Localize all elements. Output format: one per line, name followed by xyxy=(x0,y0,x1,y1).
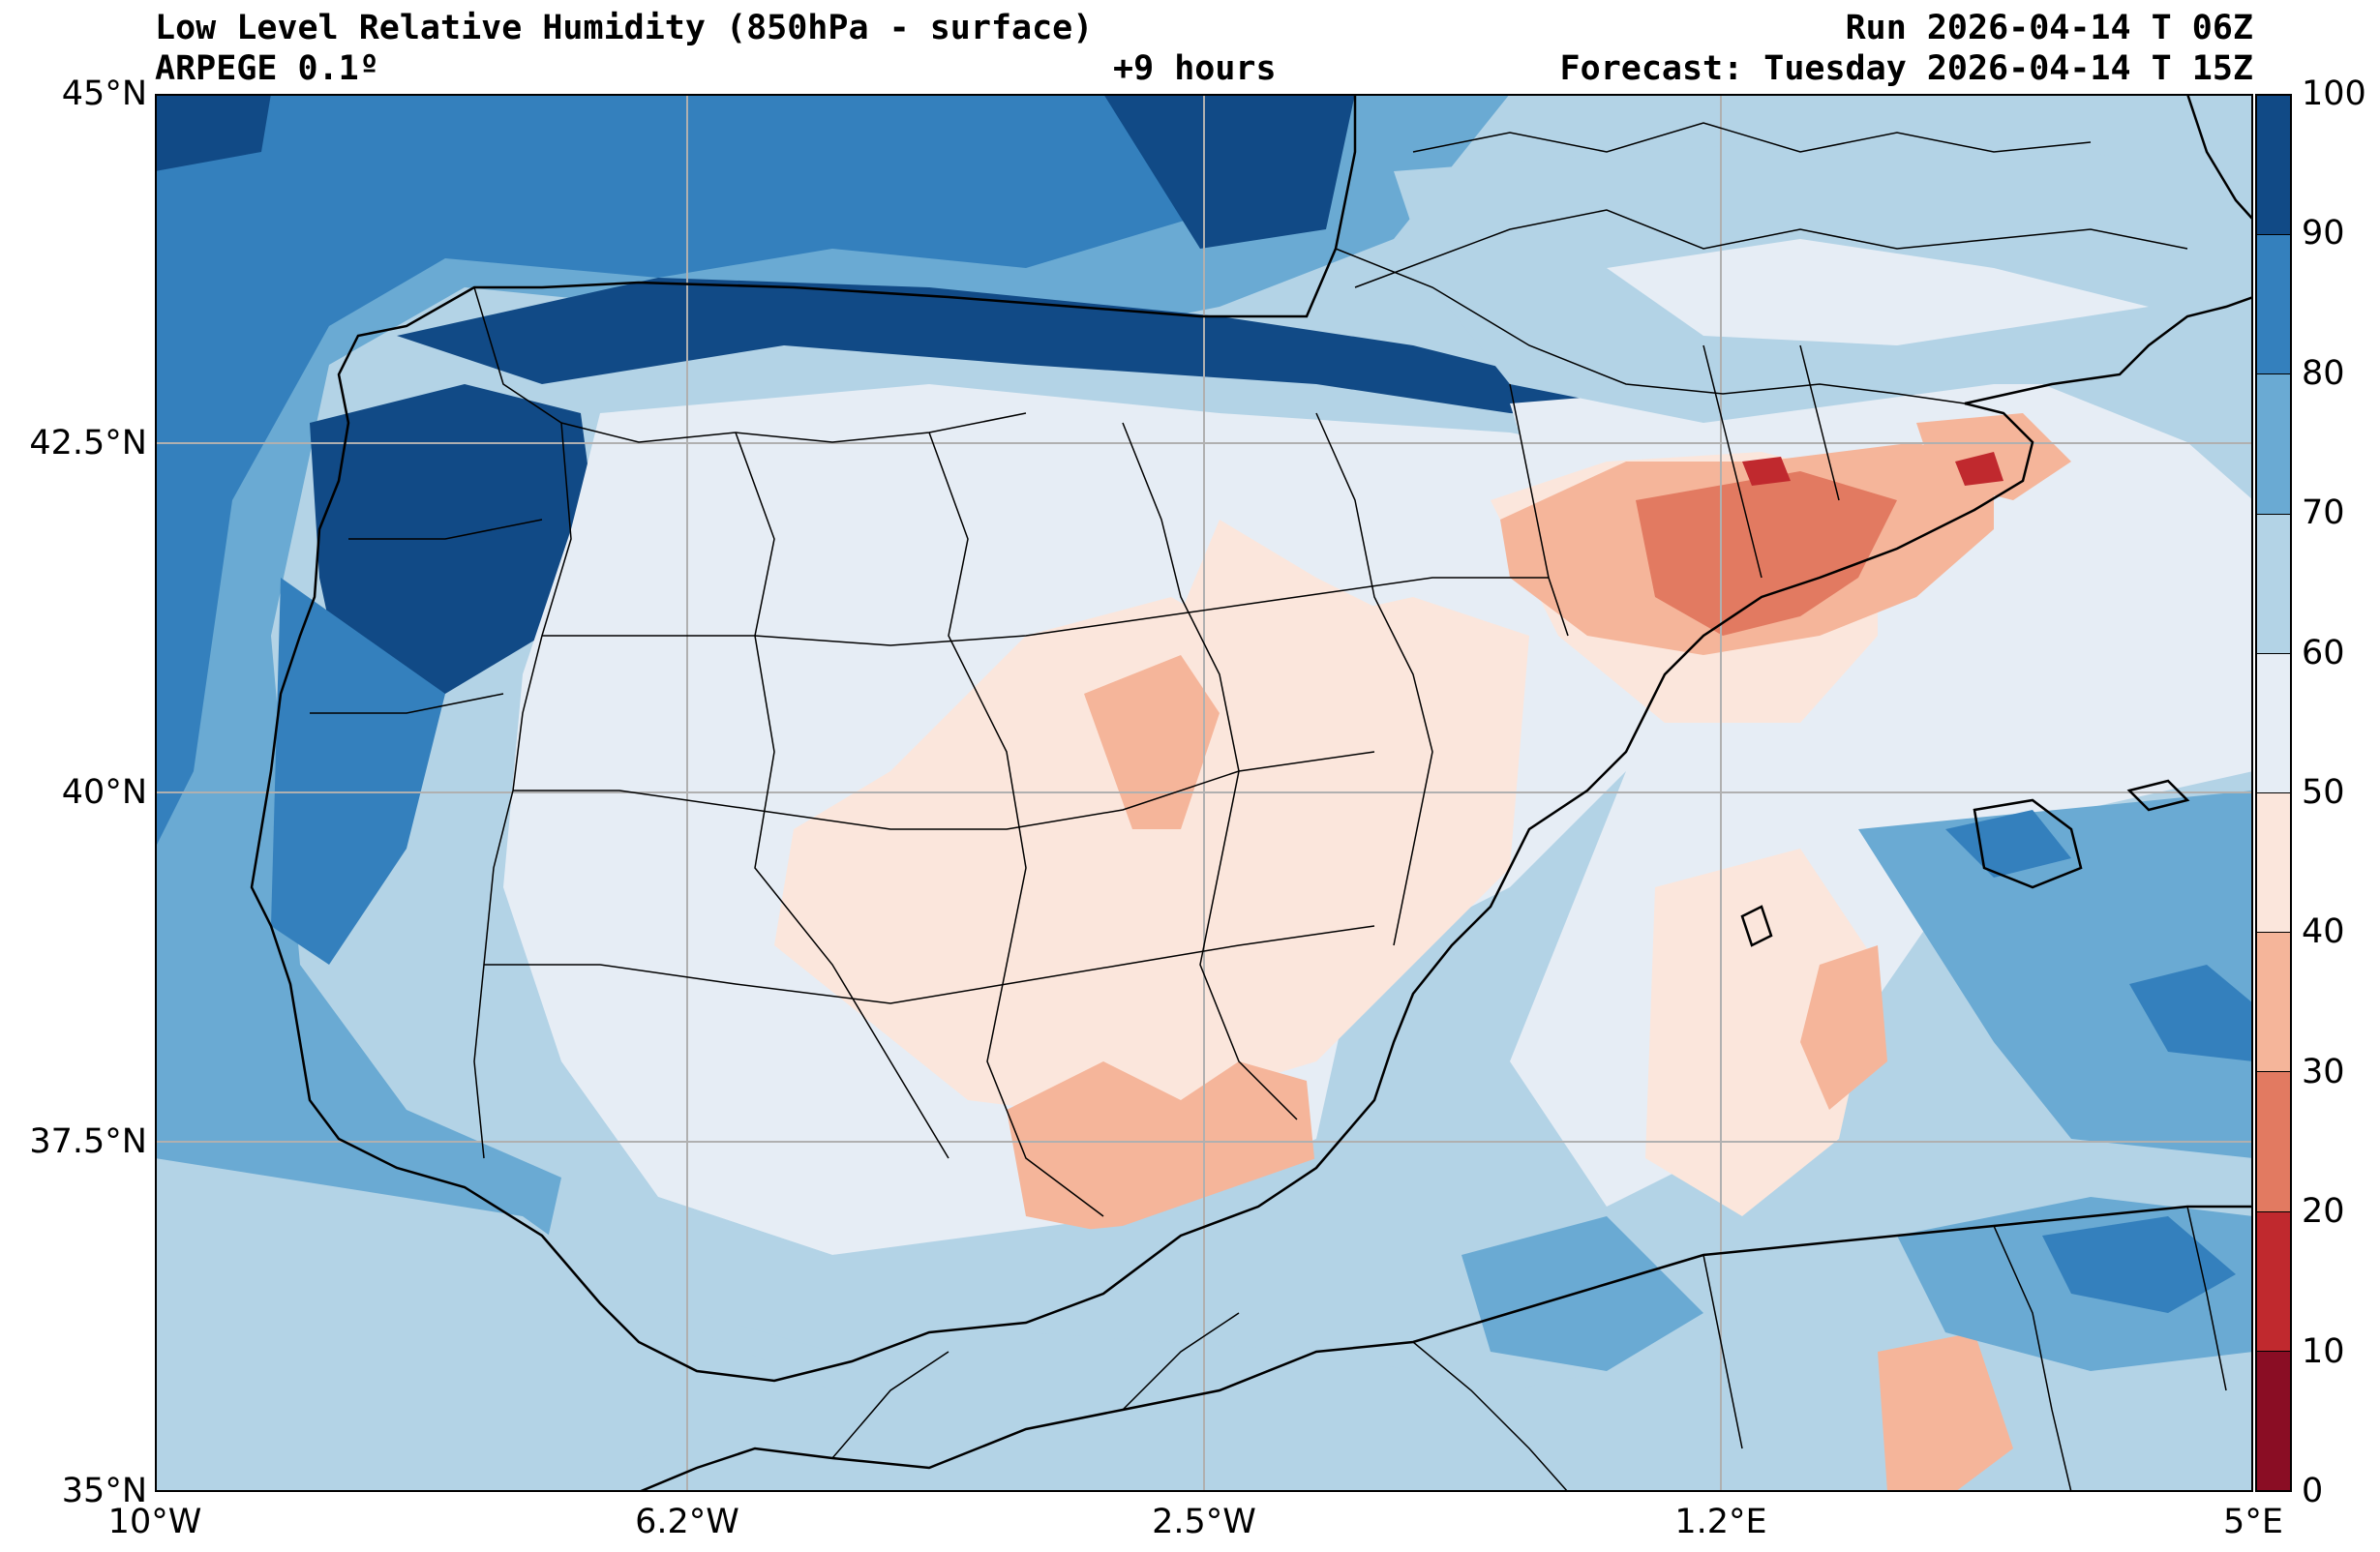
biscay-core xyxy=(1103,94,1355,249)
lon-label-2-5w: 2.5°W xyxy=(1152,1503,1256,1541)
algeria-dry-salmon xyxy=(1878,1332,2013,1492)
lat-label-45: 45°N xyxy=(61,75,147,113)
colorbar-segment xyxy=(2257,932,2290,1072)
gulf-cadiz-band xyxy=(155,1158,832,1492)
colorbar-segment xyxy=(2257,1071,2290,1211)
colorbar-segment xyxy=(2257,1350,2290,1491)
lon-label-6-2w: 6.2°W xyxy=(635,1503,739,1541)
colorbar-segment xyxy=(2257,373,2290,514)
north-africa-high xyxy=(2042,1216,2236,1313)
colorbar-label-80: 80 xyxy=(2302,354,2345,393)
sea-dry-salmon xyxy=(1800,945,1887,1110)
colorbar-label-90: 90 xyxy=(2302,214,2345,253)
galicia-core xyxy=(310,384,600,713)
portugal-coast-band xyxy=(271,578,445,965)
ebro-dry-red xyxy=(1742,457,1791,486)
colorbar-label-10: 10 xyxy=(2302,1332,2345,1371)
colorbar-label-70: 70 xyxy=(2302,493,2345,532)
model-label: ARPEGE 0.1º xyxy=(155,49,379,88)
graticule xyxy=(155,94,2253,1492)
lead-time-label: +9 hours xyxy=(1113,49,1277,88)
colorbar-label-40: 40 xyxy=(2302,912,2345,951)
colorbar-label-0: 0 xyxy=(2302,1472,2324,1510)
lon-label-10w: 10°W xyxy=(107,1503,202,1541)
central-dry-salmon xyxy=(1084,655,1220,829)
admin-borders xyxy=(310,122,2227,1492)
colorbar-label-20: 20 xyxy=(2302,1192,2345,1231)
colorbar-segment xyxy=(2257,513,2290,653)
france-pale xyxy=(1607,239,2149,345)
lat-label-42-5: 42.5°N xyxy=(29,424,147,463)
colorbar-label-30: 30 xyxy=(2302,1053,2345,1091)
colorbar-label-50: 50 xyxy=(2302,773,2345,812)
colorbar-segment xyxy=(2257,652,2290,793)
forecast-label: Forecast: Tuesday 2026-04-14 T 15Z xyxy=(1559,49,2253,88)
cantabrian-band xyxy=(397,278,1665,423)
alboran-mid xyxy=(1461,1216,1703,1371)
lat-label-40: 40°N xyxy=(61,773,147,812)
catalonia-dry-red xyxy=(1955,452,2003,486)
colorbar-label-100: 100 xyxy=(2302,75,2366,113)
map-canvas xyxy=(155,94,2253,1492)
menorca-coast xyxy=(2126,779,2190,812)
colorbar-segment xyxy=(2257,1210,2290,1351)
colorbar-segment xyxy=(2257,234,2290,374)
atlantic-core-corner xyxy=(155,94,271,171)
colorbar xyxy=(2255,94,2292,1492)
east-sea-mid xyxy=(1858,791,2253,1158)
chart-title: Low Level Relative Humidity (850hPa - su… xyxy=(155,9,1094,47)
humidity-map[interactable] xyxy=(155,94,2253,1492)
colorbar-segment xyxy=(2257,792,2290,933)
ibiza-coast xyxy=(1740,905,1773,947)
lon-label-5e: 5°E xyxy=(2223,1503,2283,1541)
ebro-dry-orange xyxy=(1636,471,1897,636)
run-label: Run 2026-04-14 T 06Z xyxy=(1845,9,2253,47)
colorbar-label-60: 60 xyxy=(2302,634,2345,672)
lon-label-1-2e: 1.2°E xyxy=(1674,1503,1767,1541)
lat-label-37-5: 37.5°N xyxy=(29,1122,147,1161)
mallorca-coast xyxy=(1973,798,2083,889)
lat-label-35: 35°N xyxy=(61,1472,147,1510)
sardinia-sea-wet xyxy=(2129,965,2253,1061)
balearic-sea-dry xyxy=(1645,849,1878,1216)
colorbar-segment xyxy=(2257,96,2290,235)
